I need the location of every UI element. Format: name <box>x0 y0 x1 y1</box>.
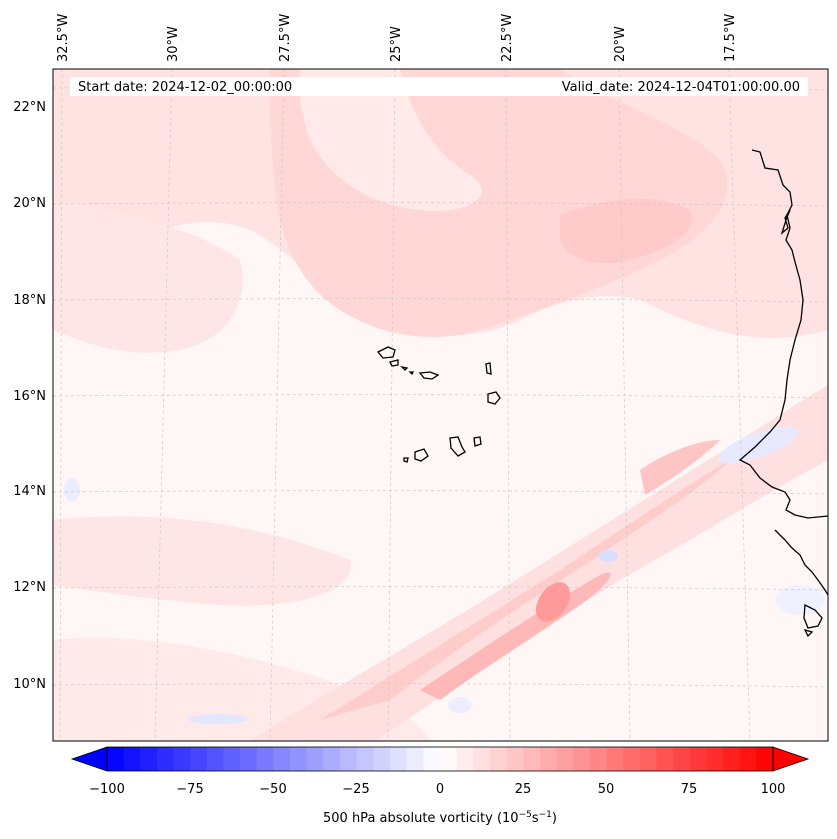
colorbar-tick-label: 0 <box>436 782 444 797</box>
colorbar-cell <box>223 747 241 771</box>
field-negative <box>448 697 472 713</box>
colorbar-cell <box>306 747 324 771</box>
lon-label: 25°W <box>389 26 404 62</box>
colorbar-cell <box>523 747 541 771</box>
field-negative <box>718 426 798 464</box>
colorbar-cell <box>456 747 474 771</box>
colorbar-cell <box>323 747 341 771</box>
coastline <box>738 149 828 638</box>
field-region <box>299 69 482 211</box>
colorbar-tick-label: 50 <box>598 782 615 797</box>
colorbar-cell <box>706 747 724 771</box>
lat-label: 14°N <box>13 484 46 499</box>
colorbar-cell <box>623 747 641 771</box>
colorbar-cell <box>373 747 391 771</box>
colorbar-cell <box>739 747 757 771</box>
colorbar-cell <box>290 747 308 771</box>
colorbar-cell <box>190 747 208 771</box>
lat-label: 16°N <box>13 389 46 404</box>
lon-label: 30°W <box>166 26 181 62</box>
colorbar-cell <box>273 747 291 771</box>
lat-label: 18°N <box>13 293 46 308</box>
field-maximum <box>535 582 571 622</box>
lat-label: 12°N <box>13 580 46 595</box>
colorbar-tick-label: 100 <box>761 782 786 797</box>
colorbar-tick-label: 75 <box>681 782 698 797</box>
field-region <box>320 460 730 720</box>
colorbar-cell <box>539 747 557 771</box>
colorbar-cell <box>506 747 524 771</box>
colorbar-cell <box>440 747 458 771</box>
colorbar-ticks: −100 −75 −50 −25 0 25 50 75 100 <box>89 782 785 797</box>
field-region <box>53 200 243 353</box>
header-box <box>70 77 808 96</box>
field-negative <box>64 478 80 502</box>
lon-label: 27.5°W <box>278 14 293 62</box>
field-negative <box>775 585 825 615</box>
longitude-labels: 32.5°W 30°W 27.5°W 25°W 22.5°W 20°W 17.5… <box>56 14 738 62</box>
colorbar-cell <box>206 747 224 771</box>
colorbar-cell <box>340 747 358 771</box>
colorbar-frame <box>106 746 774 772</box>
start-date: Start date: 2024-12-02_00:00:00 <box>78 80 292 95</box>
colorbar-tick-label: −75 <box>176 782 203 797</box>
colorbar-cell <box>123 747 141 771</box>
lon-label: 17.5°W <box>723 14 738 62</box>
colorbar-cell <box>606 747 624 771</box>
field-region <box>560 198 692 264</box>
colorbar-cell <box>656 747 674 771</box>
colorbar-cell <box>423 747 441 771</box>
cape-verde-islands <box>376 346 501 463</box>
colorbar-cell <box>489 747 507 771</box>
colorbar-cell <box>573 747 591 771</box>
colorbar-cell <box>107 747 125 771</box>
lon-label: 32.5°W <box>56 14 71 62</box>
colorbar: −100 −75 −50 −25 0 25 50 75 100 500 hPa … <box>70 746 810 826</box>
field-negative <box>598 550 618 562</box>
colorbar-cells <box>107 747 774 771</box>
colorbar-cell <box>156 747 174 771</box>
latitude-labels: 22°N 20°N 18°N 16°N 14°N 12°N 10°N <box>13 100 46 692</box>
colorbar-tick-label: −50 <box>259 782 286 797</box>
field-region <box>250 385 828 741</box>
colorbar-cell <box>140 747 158 771</box>
vorticity-field <box>53 69 828 741</box>
field-region <box>640 440 720 495</box>
colorbar-cell <box>689 747 707 771</box>
colorbar-tick-label: 25 <box>515 782 532 797</box>
lon-label: 22.5°W <box>500 14 515 62</box>
valid-date: Valid_date: 2024-12-04T01:00:00.00 <box>562 80 800 95</box>
lat-label: 22°N <box>13 100 46 115</box>
map-frame <box>52 68 829 742</box>
field-region <box>53 516 352 606</box>
colorbar-cell <box>390 747 408 771</box>
colorbar-cell <box>723 747 741 771</box>
colorbar-cell <box>356 747 374 771</box>
colorbar-cell <box>473 747 491 771</box>
colorbar-cell <box>406 747 424 771</box>
lat-label: 20°N <box>13 196 46 211</box>
colorbar-cell <box>756 747 774 771</box>
colorbar-cell <box>589 747 607 771</box>
colorbar-cell <box>639 747 657 771</box>
colorbar-cell <box>173 747 191 771</box>
field-negative <box>188 714 248 724</box>
colorbar-cell <box>240 747 258 771</box>
gridlines <box>53 69 828 741</box>
colorbar-cell <box>256 747 274 771</box>
lat-label: 10°N <box>13 677 46 692</box>
colorbar-max-extend <box>772 746 810 772</box>
colorbar-tick-label: −100 <box>89 782 125 797</box>
colorbar-label: 500 hPa absolute vorticity (10−5s−1) <box>323 810 557 826</box>
colorbar-cell <box>556 747 574 771</box>
colorbar-tick-label: −25 <box>342 782 369 797</box>
lon-label: 20°W <box>613 26 628 62</box>
colorbar-cell <box>673 747 691 771</box>
colorbar-min-extend <box>70 746 108 772</box>
